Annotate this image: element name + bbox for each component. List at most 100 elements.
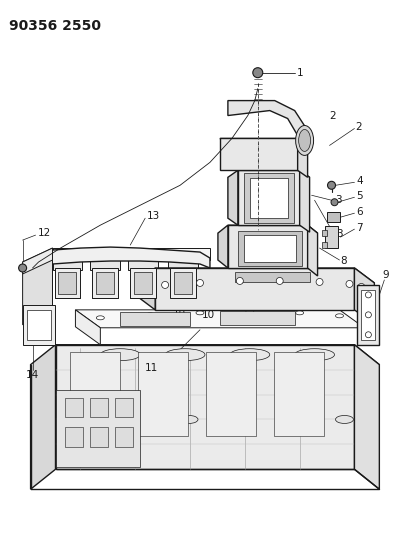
Bar [321, 242, 327, 248]
Polygon shape [134, 272, 152, 294]
Polygon shape [55, 345, 354, 469]
Ellipse shape [76, 415, 94, 423]
Bar [115, 398, 133, 417]
Ellipse shape [296, 125, 314, 156]
Polygon shape [298, 139, 308, 177]
Circle shape [327, 181, 336, 189]
Polygon shape [90, 248, 120, 270]
Polygon shape [92, 268, 118, 298]
Bar [27, 310, 51, 340]
Polygon shape [23, 248, 53, 325]
Text: 4: 4 [356, 176, 363, 187]
Bar [90, 398, 108, 417]
Polygon shape [238, 171, 310, 177]
Ellipse shape [196, 311, 204, 315]
Circle shape [365, 332, 371, 338]
Text: 90356 2550: 90356 2550 [9, 19, 101, 33]
Bar [115, 427, 133, 447]
Polygon shape [170, 268, 196, 298]
Polygon shape [55, 345, 379, 365]
Polygon shape [218, 225, 228, 268]
Ellipse shape [180, 415, 198, 423]
Circle shape [253, 68, 263, 78]
Polygon shape [235, 272, 310, 282]
Polygon shape [299, 171, 310, 232]
Ellipse shape [246, 310, 254, 314]
Bar [274, 352, 323, 437]
Text: 8: 8 [340, 256, 347, 266]
Polygon shape [354, 345, 379, 489]
Polygon shape [238, 231, 301, 266]
Circle shape [331, 199, 338, 206]
Text: 7: 7 [356, 223, 363, 233]
Polygon shape [244, 235, 296, 262]
Polygon shape [59, 272, 76, 294]
Bar [90, 427, 108, 447]
Polygon shape [174, 272, 192, 294]
Polygon shape [75, 310, 364, 328]
Polygon shape [53, 248, 210, 260]
Circle shape [365, 312, 371, 318]
Polygon shape [228, 225, 318, 233]
Ellipse shape [230, 349, 270, 361]
Text: 6: 6 [356, 207, 363, 217]
Circle shape [358, 284, 365, 290]
Polygon shape [96, 272, 114, 294]
Ellipse shape [336, 314, 343, 318]
Bar [362, 290, 375, 340]
Ellipse shape [165, 349, 205, 361]
Polygon shape [135, 268, 155, 310]
Polygon shape [244, 173, 294, 223]
Polygon shape [220, 311, 295, 325]
Circle shape [162, 281, 169, 288]
Polygon shape [168, 248, 198, 270]
Ellipse shape [295, 349, 334, 361]
Bar [138, 352, 188, 437]
Polygon shape [53, 248, 83, 270]
Polygon shape [75, 310, 100, 345]
Polygon shape [155, 268, 354, 310]
Circle shape [316, 278, 323, 286]
Circle shape [236, 278, 243, 285]
Bar [66, 427, 83, 447]
Bar [23, 305, 55, 345]
Polygon shape [354, 268, 375, 325]
Text: 2: 2 [355, 123, 362, 133]
Polygon shape [33, 264, 53, 320]
Polygon shape [228, 171, 238, 225]
Polygon shape [33, 247, 210, 274]
Text: 12: 12 [38, 228, 51, 238]
Text: 3: 3 [336, 229, 343, 239]
Polygon shape [308, 225, 318, 276]
Polygon shape [220, 139, 308, 146]
Ellipse shape [284, 415, 301, 423]
Polygon shape [238, 171, 299, 225]
Bar [321, 230, 327, 236]
Ellipse shape [232, 415, 250, 423]
Text: 13: 13 [147, 211, 160, 221]
Polygon shape [55, 390, 140, 467]
Polygon shape [250, 179, 288, 218]
Polygon shape [220, 139, 298, 171]
Polygon shape [228, 225, 308, 268]
Ellipse shape [128, 415, 146, 423]
Text: 1: 1 [297, 68, 303, 78]
Ellipse shape [296, 311, 304, 315]
Circle shape [365, 292, 371, 298]
Circle shape [196, 279, 204, 286]
Text: 5: 5 [356, 191, 363, 201]
Polygon shape [155, 268, 375, 283]
Bar [357, 285, 379, 345]
Polygon shape [128, 248, 158, 270]
Text: 11: 11 [145, 362, 158, 373]
Polygon shape [31, 345, 55, 489]
Bar [206, 352, 256, 437]
Polygon shape [130, 268, 156, 298]
Bar [66, 398, 83, 417]
Ellipse shape [100, 349, 140, 361]
Circle shape [276, 278, 283, 285]
Polygon shape [120, 312, 190, 326]
Polygon shape [228, 101, 308, 146]
Ellipse shape [299, 130, 310, 151]
Text: 2: 2 [329, 110, 336, 120]
